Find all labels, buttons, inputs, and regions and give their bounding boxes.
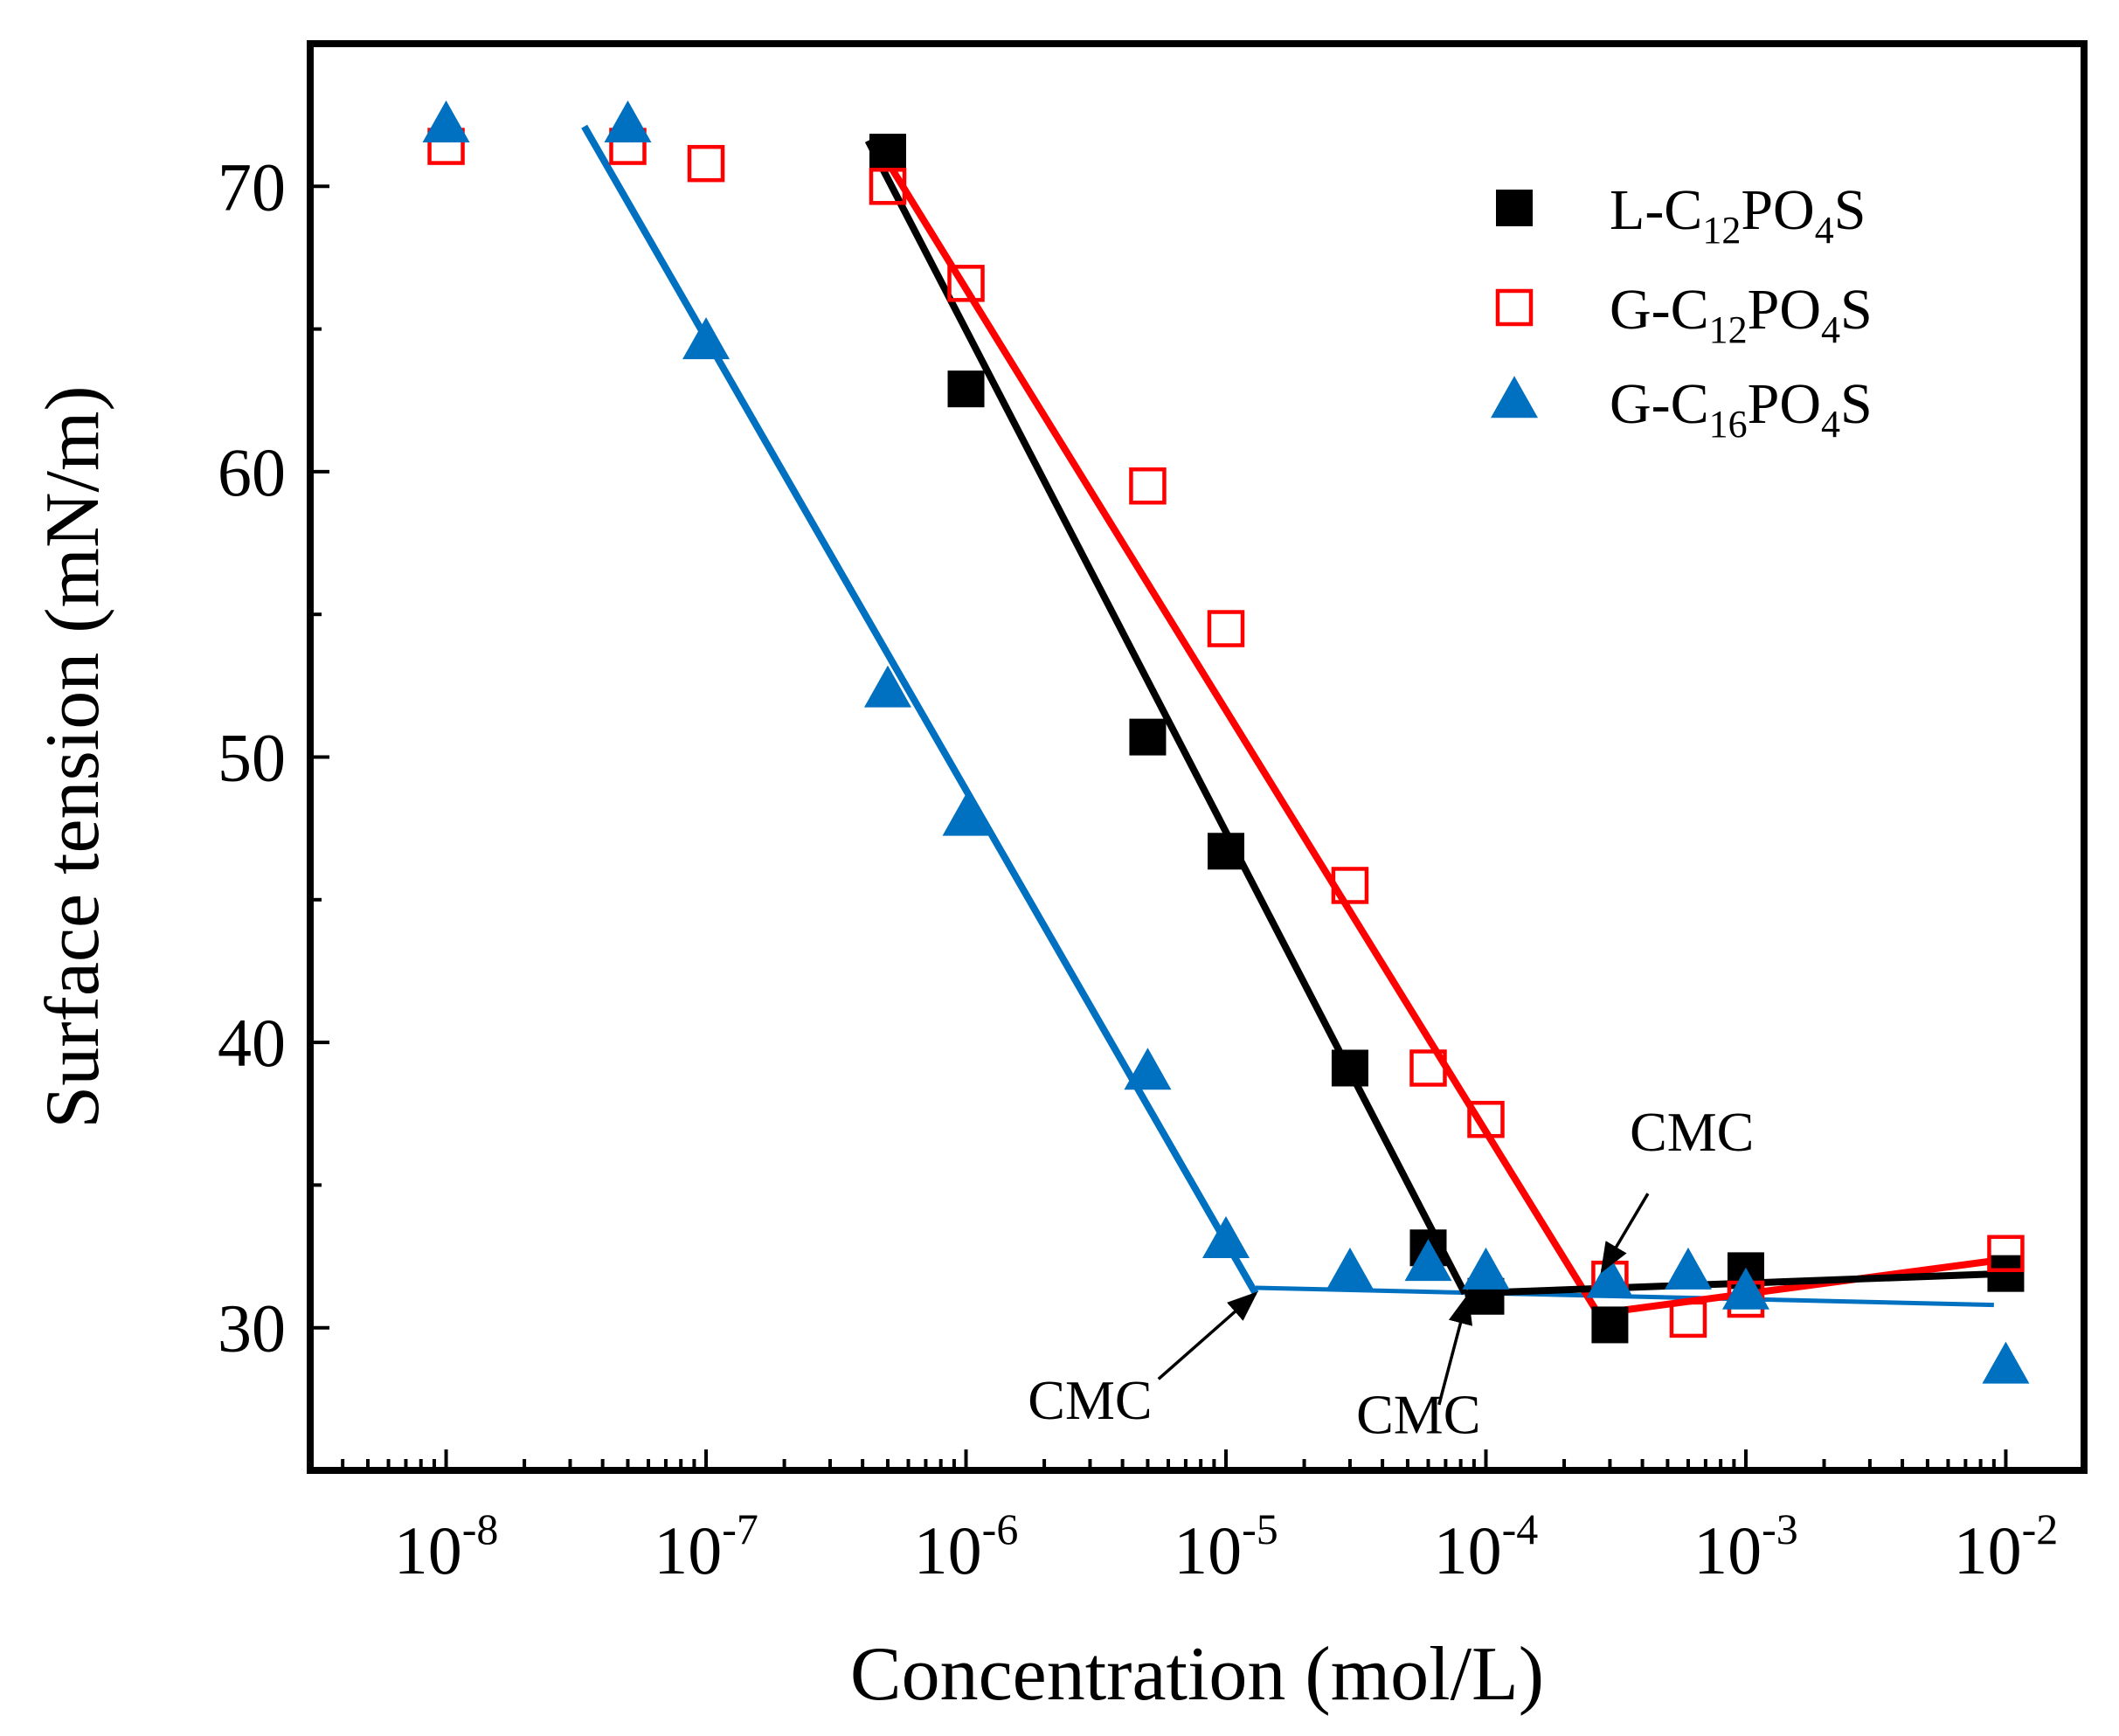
point-l-c12po4s: [869, 134, 906, 171]
cmc-arrow: [1157, 1291, 1258, 1380]
legend-marker-g-c16po4s: [1491, 376, 1538, 418]
x-axis-title: Concentration (mol/L): [850, 1632, 1544, 1717]
point-g-c16po4s: [604, 100, 652, 142]
x-tick-label: 10-2: [1954, 1504, 2059, 1588]
x-tick-label: 10-7: [654, 1504, 758, 1588]
point-g-c16po4s: [1721, 1267, 1769, 1310]
fit-line-g-c16po4s-1: [581, 124, 1259, 1296]
point-g-c16po4s: [1201, 1215, 1250, 1258]
point-l-c12po4s: [1591, 1306, 1629, 1344]
legend-label-l-c12po4s: L-C12PO4S: [1610, 178, 1866, 252]
cmc-label: CMC: [1028, 1369, 1152, 1431]
point-g-c16po4s: [1404, 1239, 1452, 1282]
point-g-c12po4s: [1331, 867, 1369, 904]
y-tick-label: 30: [218, 1290, 286, 1366]
point-g-c16po4s: [863, 665, 911, 708]
legend-marker-g-c12po4s: [1495, 288, 1534, 327]
legend-marker-l-c12po4s: [1496, 190, 1533, 226]
point-g-c12po4s: [687, 144, 725, 183]
y-tick-label: 60: [218, 434, 286, 510]
point-g-c16po4s: [942, 793, 990, 836]
legend-label-g-c16po4s: G-C16PO4S: [1610, 372, 1873, 446]
point-l-c12po4s: [1331, 1049, 1368, 1087]
legend: L-C12PO4S G-C12PO4S G-C16PO4S: [1491, 178, 1873, 446]
point-g-c16po4s: [682, 317, 731, 360]
cmc-label: CMC: [1630, 1101, 1754, 1163]
point-g-c12po4s: [869, 168, 907, 205]
point-g-c16po4s: [1124, 1048, 1172, 1090]
point-l-c12po4s: [1987, 1255, 2025, 1292]
point-l-c12po4s: [1129, 718, 1167, 756]
cmc-arrow: [1600, 1193, 1650, 1274]
x-tick-label: 10-8: [394, 1504, 499, 1588]
y-tick-label: 70: [218, 149, 286, 225]
fit-line-g-c12po4s-1: [889, 167, 1602, 1316]
point-g-c12po4s: [947, 265, 985, 302]
point-l-c12po4s: [947, 370, 985, 408]
point-g-c12po4s: [1129, 467, 1167, 505]
point-g-c12po4s: [1207, 610, 1245, 647]
x-tick-label: 10-5: [1174, 1504, 1278, 1588]
x-tick-label: 10-4: [1434, 1504, 1539, 1588]
point-g-c16po4s: [1586, 1255, 1634, 1298]
point-g-c16po4s: [1664, 1247, 1712, 1290]
point-l-c12po4s: [1207, 833, 1244, 870]
cmc-arrow: [1437, 1293, 1473, 1406]
x-tick-label: 10-3: [1693, 1504, 1798, 1588]
plot-frame: [307, 40, 2088, 1474]
point-g-c16po4s: [422, 100, 470, 142]
point-g-c16po4s: [1982, 1341, 2030, 1384]
point-g-c16po4s: [1326, 1247, 1374, 1290]
y-tick-label: 40: [218, 1005, 286, 1081]
point-g-c12po4s: [1409, 1049, 1447, 1087]
x-tick-label: 10-6: [914, 1504, 1019, 1588]
data-points: [422, 100, 2030, 1384]
y-axis-title: Surface tension (mN/m): [31, 385, 115, 1128]
fit-line-l-c12po4s-1: [864, 139, 1468, 1296]
y-tick-label: 50: [218, 720, 286, 796]
fit-line-g-c12po4s-2: [1597, 1255, 2006, 1318]
cmc-label: CMC: [1356, 1384, 1480, 1446]
point-g-c12po4s: [1467, 1101, 1505, 1138]
point-g-c12po4s: [1987, 1235, 2025, 1273]
point-g-c12po4s: [1669, 1300, 1707, 1338]
point-g-c16po4s: [1462, 1247, 1510, 1290]
legend-label-g-c12po4s: G-C12PO4S: [1610, 278, 1873, 351]
annotations: CMC CMC CMC: [1028, 1101, 1754, 1445]
axes: 30 40 50 60 70 10-8 10-7 10-6 10-5 10-4 10-3 10-2 Co…: [31, 40, 2088, 1717]
